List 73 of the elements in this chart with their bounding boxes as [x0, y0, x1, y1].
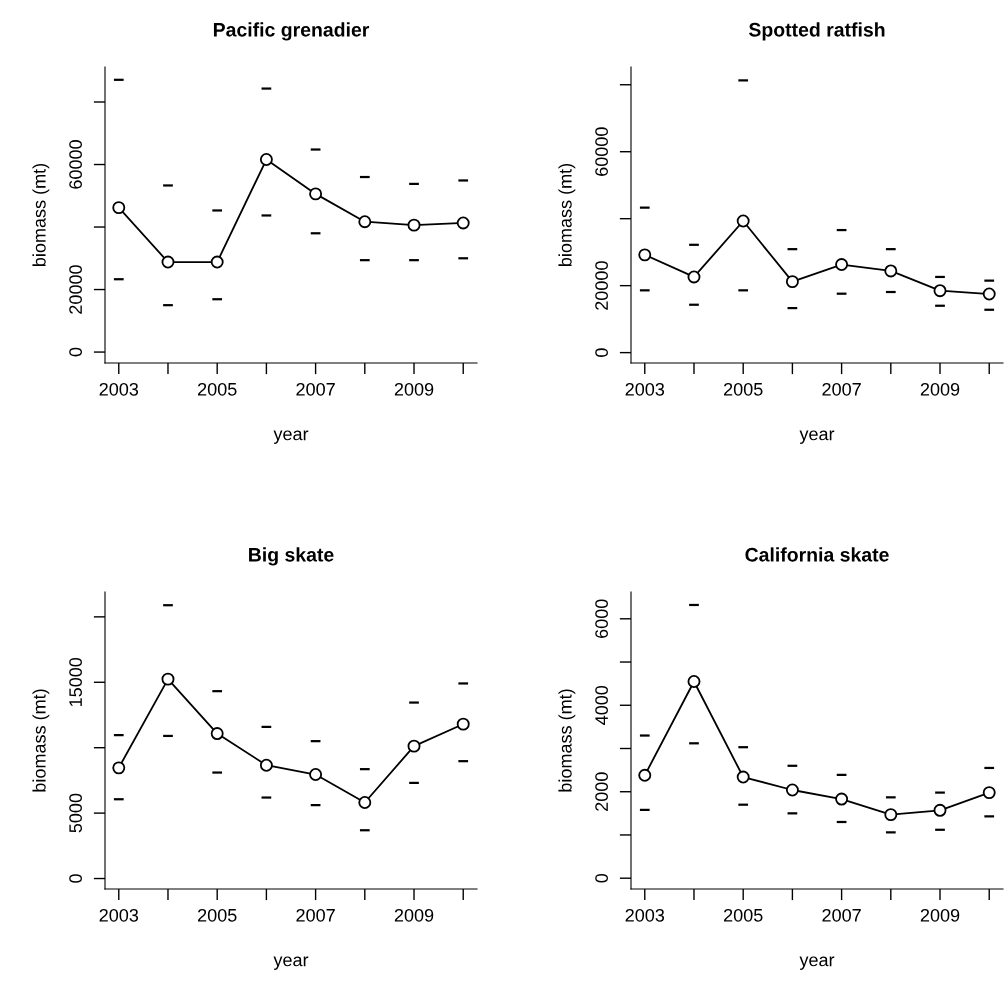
y-axis-title: biomass (mt)	[32, 163, 50, 266]
x-tick-label: 2009	[394, 908, 434, 922]
x-tick-label: 2007	[822, 908, 861, 922]
point	[259, 153, 273, 166]
x-tick-label: 2003	[625, 382, 665, 396]
point	[933, 284, 947, 298]
point	[210, 727, 224, 741]
x-tick-label: 2009	[394, 382, 434, 396]
x-tick-label: 2003	[625, 908, 665, 922]
point	[358, 796, 372, 809]
point	[638, 768, 652, 782]
chart-title: Spotted ratfish	[748, 22, 885, 41]
point	[785, 783, 799, 797]
y-tick-label: 15000	[69, 657, 82, 706]
x-axis-title: year	[799, 430, 835, 444]
y-axis-title: biomass (mt)	[558, 689, 576, 792]
point	[982, 786, 996, 800]
point	[835, 258, 849, 272]
point	[358, 215, 372, 229]
point	[210, 255, 224, 269]
point	[407, 739, 421, 753]
point	[933, 803, 947, 817]
y-tick-label: 20000	[595, 261, 608, 310]
x-tick-label: 2007	[822, 382, 861, 396]
chart-title: Pacific grenadier	[213, 22, 370, 41]
x-tick-label: 2009	[920, 382, 960, 396]
x-tick-label: 2007	[296, 382, 335, 396]
point	[638, 248, 652, 262]
y-tick-label: 20000	[69, 265, 82, 314]
point	[309, 768, 323, 781]
point	[309, 187, 323, 201]
x-axis-title: year	[273, 430, 309, 444]
y-tick-label: 0	[595, 348, 608, 357]
point	[736, 770, 750, 784]
point	[161, 255, 175, 269]
y-axis-title: biomass (mt)	[32, 689, 50, 792]
point	[982, 287, 996, 301]
x-tick-label: 2009	[920, 908, 960, 922]
x-tick-label: 2005	[198, 908, 237, 922]
point	[835, 792, 849, 806]
point	[161, 672, 175, 686]
y-tick-label: 0	[595, 873, 608, 883]
y-axis-title: biomass (mt)	[558, 163, 576, 266]
y-tick-label: 2000	[595, 772, 608, 811]
x-tick-label: 2003	[99, 382, 139, 396]
x-axis-title: year	[799, 956, 835, 970]
x-tick-label: 2005	[724, 908, 763, 922]
point	[112, 761, 126, 775]
y-tick-label: 60000	[69, 140, 82, 189]
point	[112, 201, 126, 215]
point	[785, 275, 799, 289]
chart-title: California skate	[745, 547, 889, 562]
x-tick-label: 2007	[296, 908, 335, 922]
point	[259, 758, 273, 772]
chart-title: Big skate	[249, 547, 334, 566]
point	[407, 218, 421, 232]
point	[884, 264, 898, 278]
point	[687, 270, 701, 284]
x-tick-label: 2005	[198, 382, 237, 396]
point	[736, 214, 750, 228]
y-tick-label: 0	[69, 347, 82, 357]
y-tick-label: 5000	[69, 793, 82, 833]
x-tick-label: 2003	[99, 908, 139, 922]
y-tick-label: 0	[69, 874, 82, 883]
point	[884, 808, 898, 822]
x-axis-title: year	[273, 956, 309, 970]
point	[687, 675, 701, 688]
y-tick-label: 4000	[595, 685, 608, 725]
y-tick-label: 6000	[595, 599, 608, 638]
y-tick-label: 60000	[595, 127, 608, 176]
point	[456, 216, 470, 230]
x-tick-label: 2005	[724, 382, 763, 396]
point	[456, 717, 470, 731]
